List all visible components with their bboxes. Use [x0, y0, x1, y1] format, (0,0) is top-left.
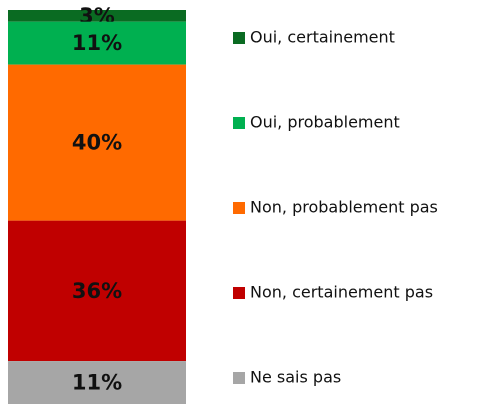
legend-swatch	[233, 117, 245, 129]
legend-swatch	[233, 372, 245, 384]
bar-segment	[8, 10, 186, 22]
legend-label: Non, certainement pas	[250, 283, 433, 302]
data-label: 36%	[72, 279, 122, 303]
data-label: 11%	[72, 31, 122, 55]
legend-label: Oui, probablement	[250, 113, 400, 132]
legend-label: Non, probablement pas	[250, 198, 438, 217]
legend-swatch	[233, 32, 245, 44]
bar-segment	[8, 220, 186, 362]
bar-segment	[8, 361, 186, 404]
legend-swatch	[233, 287, 245, 299]
data-label: 40%	[72, 131, 122, 155]
legend-swatch	[233, 202, 245, 214]
legend-label: Oui, certainement	[250, 28, 395, 47]
data-label: 11%	[72, 371, 122, 395]
bar-segment	[8, 21, 186, 65]
bar-segment	[8, 64, 186, 221]
legend-label: Ne sais pas	[250, 368, 341, 387]
